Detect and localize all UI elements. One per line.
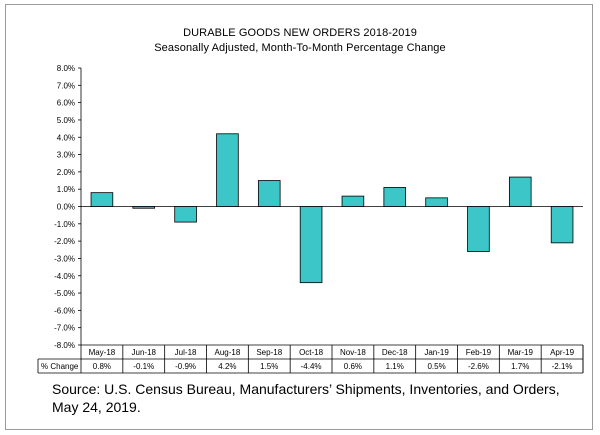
data-label: 4.2% [218,362,236,371]
bar-apr-19 [550,206,574,244]
data-label: -2.1% [552,362,573,371]
y-tick-label: -6.0% [54,306,75,315]
bar-jun-18 [132,206,156,209]
bar-jan-19 [425,197,448,207]
y-tick-label: -3.0% [54,254,75,263]
x-tick-label: Mar-19 [508,348,534,357]
bar-nov-18 [341,195,365,207]
y-tick-label: 7.0% [57,81,75,90]
data-label: -0.1% [133,362,154,371]
y-tick-label: 6.0% [57,99,75,108]
x-tick-label: Jun-18 [132,348,157,357]
x-tick-label: Jul-18 [175,348,197,357]
data-label: -0.9% [175,362,196,371]
y-tick-label: 8.0% [57,64,75,73]
data-label: -2.6% [468,362,489,371]
y-tick-label: -8.0% [54,341,75,350]
data-label: 1.5% [260,362,278,371]
y-tick-label: 0.0% [57,203,75,212]
bar-may-18 [90,192,114,207]
table-row-label: % Change [41,362,79,371]
data-label: 0.6% [344,362,362,371]
y-tick-label: -7.0% [54,324,75,333]
y-tick-label: -2.0% [54,237,75,246]
y-tick-label: 5.0% [57,116,75,125]
x-tick-label: Nov-18 [340,348,366,357]
y-tick-label: 3.0% [57,151,75,160]
x-tick-label: Dec-18 [382,348,408,357]
y-tick-label: 1.0% [57,185,75,194]
data-label: 0.8% [93,362,111,371]
bar-sep-18 [257,180,281,207]
data-label: 0.5% [427,362,445,371]
x-tick-label: Aug-18 [215,348,241,357]
data-label: 1.7% [511,362,529,371]
x-tick-label: Feb-19 [466,348,492,357]
bar-jul-18 [174,206,197,223]
bar-oct-18 [299,206,323,284]
x-tick-label: Apr-19 [550,348,575,357]
x-tick-label: Oct-18 [299,348,324,357]
data-label: -4.4% [301,362,322,371]
bar-aug-18 [216,133,239,207]
data-label: 1.1% [386,362,404,371]
bar-feb-19 [467,206,490,252]
source-note: Source: U.S. Census Bureau, Manufacturer… [52,381,560,415]
y-tick-label: 2.0% [57,168,75,177]
bar-mar-19 [508,176,532,207]
y-tick-label: -5.0% [54,289,75,298]
x-tick-label: Sep-18 [256,348,282,357]
y-tick-label: -1.0% [54,220,75,229]
bar-dec-18 [383,187,407,207]
x-tick-label: Jan-19 [424,348,449,357]
chart-subtitle: Seasonally Adjusted, Month-To-Month Perc… [154,42,446,54]
y-tick-label: 4.0% [57,133,75,142]
x-tick-label: May-18 [89,348,116,357]
chart-title: DURABLE GOODS NEW ORDERS 2018-2019 [183,27,417,39]
y-tick-label: -4.0% [54,272,75,281]
